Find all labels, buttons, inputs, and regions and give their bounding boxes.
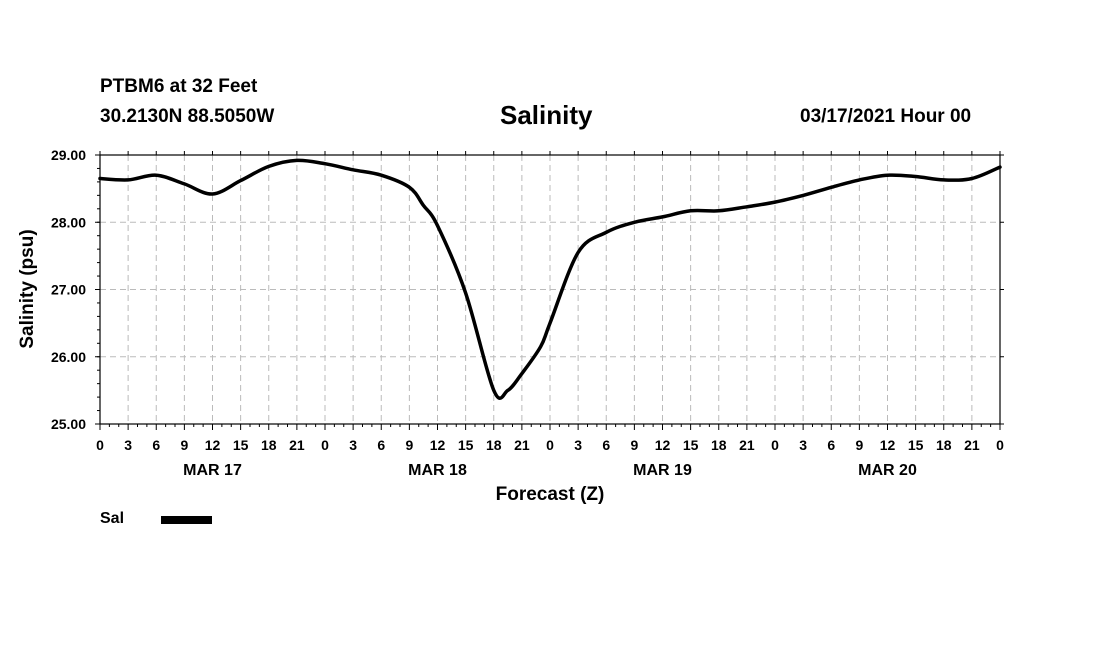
y-tick-label: 29.00 xyxy=(51,147,86,163)
x-tick-label: 6 xyxy=(152,437,160,453)
x-tick-label: 15 xyxy=(683,437,699,453)
x-tick-label: 9 xyxy=(180,437,188,453)
y-axis-label: Salinity (psu) xyxy=(17,229,38,348)
day-label: MAR 19 xyxy=(633,462,692,479)
axis-ticks xyxy=(95,151,1004,430)
x-tick-label: 3 xyxy=(124,437,132,453)
x-tick-label: 6 xyxy=(602,437,610,453)
grid-lines xyxy=(100,155,1000,424)
x-tick-label: 21 xyxy=(739,437,755,453)
x-tick-label: 3 xyxy=(799,437,807,453)
x-tick-label: 18 xyxy=(711,437,727,453)
forecast-date: 03/17/2021 Hour 00 xyxy=(800,106,972,127)
chart-title: Salinity xyxy=(500,100,593,130)
x-tick-labels: 0 3 6 9 12 15 18 21 0 3 6 9 12 15 18 21 0 3 6 9 12 15 18 21 0 3 6 9… xyxy=(96,437,1004,453)
legend-swatch xyxy=(161,516,212,524)
x-axis-label: Forecast (Z) xyxy=(496,484,605,505)
x-tick-label: 15 xyxy=(233,437,249,453)
y-tick-labels: 25.00 26.00 27.00 28.00 29.00 xyxy=(51,147,86,432)
x-tick-label: 9 xyxy=(630,437,638,453)
x-tick-label: 15 xyxy=(458,437,474,453)
x-tick-label: 18 xyxy=(486,437,502,453)
x-tick-label: 12 xyxy=(205,437,221,453)
day-label: MAR 18 xyxy=(408,462,467,479)
day-label: MAR 17 xyxy=(183,462,242,479)
x-tick-label: 3 xyxy=(574,437,582,453)
x-tick-label: 12 xyxy=(430,437,446,453)
x-tick-label: 0 xyxy=(546,437,554,453)
day-labels: MAR 17 MAR 18 MAR 19 MAR 20 xyxy=(183,462,917,479)
y-tick-label: 27.00 xyxy=(51,282,86,298)
x-tick-label: 21 xyxy=(514,437,530,453)
x-tick-label: 0 xyxy=(321,437,329,453)
x-tick-label: 21 xyxy=(964,437,980,453)
x-tick-label: 12 xyxy=(655,437,671,453)
x-tick-label: 0 xyxy=(996,437,1004,453)
x-tick-label: 12 xyxy=(880,437,896,453)
x-tick-label: 9 xyxy=(405,437,413,453)
x-tick-label: 0 xyxy=(771,437,779,453)
station-name: PTBM6 at 32 Feet xyxy=(100,76,258,97)
x-tick-label: 0 xyxy=(96,437,104,453)
x-tick-label: 6 xyxy=(377,437,385,453)
y-tick-label: 26.00 xyxy=(51,349,86,365)
plot-frame xyxy=(99,154,1001,425)
y-tick-label: 28.00 xyxy=(51,214,86,230)
y-tick-label: 25.00 xyxy=(51,416,86,432)
x-tick-label: 15 xyxy=(908,437,924,453)
legend-label: Sal xyxy=(100,510,125,527)
x-tick-label: 18 xyxy=(261,437,277,453)
station-coordinates: 30.2130N 88.5050W xyxy=(100,106,275,127)
x-tick-label: 18 xyxy=(936,437,952,453)
x-tick-label: 3 xyxy=(349,437,357,453)
x-tick-label: 21 xyxy=(289,437,305,453)
x-tick-label: 6 xyxy=(827,437,835,453)
day-label: MAR 20 xyxy=(858,462,917,479)
series-line-sal xyxy=(98,158,1002,401)
x-tick-label: 9 xyxy=(855,437,863,453)
